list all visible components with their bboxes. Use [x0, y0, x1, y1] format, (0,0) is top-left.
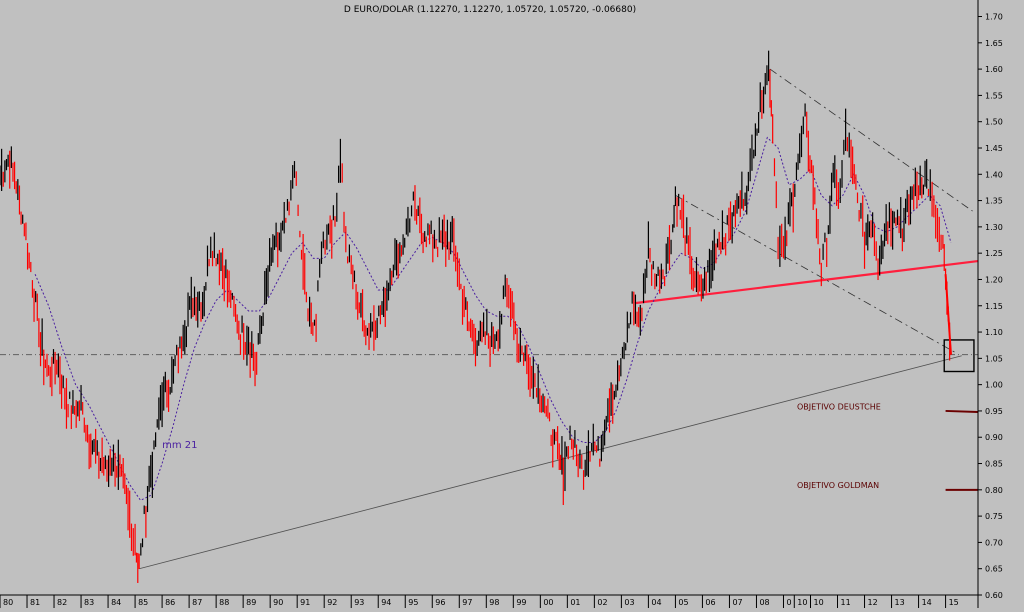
x-tick-label: 08: [759, 598, 769, 607]
y-tick-label: 0.90: [985, 433, 1003, 442]
y-tick-label: 1.15: [985, 302, 1003, 311]
x-tick-label: 91: [300, 598, 310, 607]
y-tick-label: 1.70: [985, 13, 1003, 22]
x-tick-label: 04: [651, 598, 661, 607]
support-long-line: [139, 355, 962, 570]
y-tick-label: 1.50: [985, 118, 1003, 127]
neckline-line: [634, 259, 979, 305]
x-tick-label: 86: [165, 598, 175, 607]
reference-lines: [0, 68, 979, 570]
moving-average-line: [34, 136, 952, 501]
x-tick-label: 07: [732, 598, 742, 607]
y-tick-label: 1.40: [985, 170, 1003, 179]
y-tick-label: 1.25: [985, 249, 1003, 258]
x-tick-label: 02: [597, 598, 607, 607]
highlight-box: [943, 339, 975, 373]
x-tick-label: 87: [192, 598, 202, 607]
y-tick-label: 1.30: [985, 223, 1003, 232]
y-tick-label: 1.10: [985, 328, 1003, 337]
x-tick-label: 12: [868, 598, 878, 607]
x-tick-label: 96: [435, 598, 445, 607]
x-tick-label: 10: [797, 598, 807, 607]
channel-upper-line: [769, 68, 973, 212]
moving-average-label: mm 21: [162, 440, 197, 451]
y-tick-label: 1.45: [985, 144, 1003, 153]
price-layer: [0, 50, 952, 583]
x-tick-label: 90: [273, 598, 283, 607]
y-tick-label: 0.60: [985, 591, 1003, 600]
x-tick-label: 00: [543, 598, 553, 607]
x-tick-label: 89: [246, 598, 256, 607]
x-tick-label: 85: [138, 598, 148, 607]
y-tick-label: 0.65: [985, 565, 1003, 574]
x-tick-label: 10: [813, 598, 823, 607]
x-tick-label: 11: [841, 598, 851, 607]
y-tick-label: 1.35: [985, 197, 1003, 206]
x-tick-label: 83: [84, 598, 94, 607]
y-tick-label: 1.65: [985, 39, 1003, 48]
annotation-layer: mm 21 OBJETIVO DEUSTCHE OBJETIVO GOLDMAN: [162, 402, 881, 490]
x-tick-label: 06: [705, 598, 715, 607]
y-tick-label: 1.05: [985, 354, 1003, 363]
x-tick-label: 14: [922, 598, 932, 607]
y-tick-label: 1.20: [985, 275, 1003, 284]
x-tick-label: 13: [895, 598, 905, 607]
x-tick-label: 88: [219, 598, 229, 607]
chart-title: D EURO/DOLAR (1.12270, 1.12270, 1.05720,…: [344, 5, 636, 15]
x-tick-label: 97: [462, 598, 472, 607]
axis-layer: 0.60 0.65 0.70 0.75 0.80 0.85 0.90 0.95 1.00 1.05…: [0, 0, 1003, 608]
x-tick-label: 92: [327, 598, 337, 607]
moving-average-layer: [34, 136, 952, 501]
y-tick-label: 0.70: [985, 538, 1003, 547]
x-tick-label: 01: [570, 598, 580, 607]
target-label: OBJETIVO DEUSTCHE: [797, 402, 881, 411]
x-tick-label: 98: [489, 598, 499, 607]
y-tick-label: 0.95: [985, 407, 1003, 416]
y-tick-label: 0.80: [985, 486, 1003, 495]
price-final-drop: [944, 274, 952, 355]
x-tick-label: 03: [624, 598, 634, 607]
x-tick-label: 81: [30, 598, 40, 607]
x-tick-label: 84: [111, 598, 121, 607]
x-tick-label: 82: [57, 598, 67, 607]
target-deustche-line: [945, 409, 979, 413]
x-tick-label: 99: [516, 598, 526, 607]
x-tick-label: 05: [678, 598, 688, 607]
y-tick-label: 0.85: [985, 460, 1003, 469]
target-label: OBJETIVO GOLDMAN: [797, 481, 879, 490]
x-tick-label: 93: [354, 598, 364, 607]
x-tick-label: 95: [408, 598, 418, 607]
y-tick-label: 0.75: [985, 512, 1003, 521]
x-tick-label: 80: [3, 598, 13, 607]
y-tick-label: 1.55: [985, 91, 1003, 100]
x-tick-label: 94: [381, 598, 391, 607]
x-tick-label: 15: [949, 598, 959, 607]
y-tick-label: 1.60: [985, 65, 1003, 74]
x-tick-label: 0: [786, 598, 791, 607]
y-tick-label: 1.00: [985, 381, 1003, 390]
